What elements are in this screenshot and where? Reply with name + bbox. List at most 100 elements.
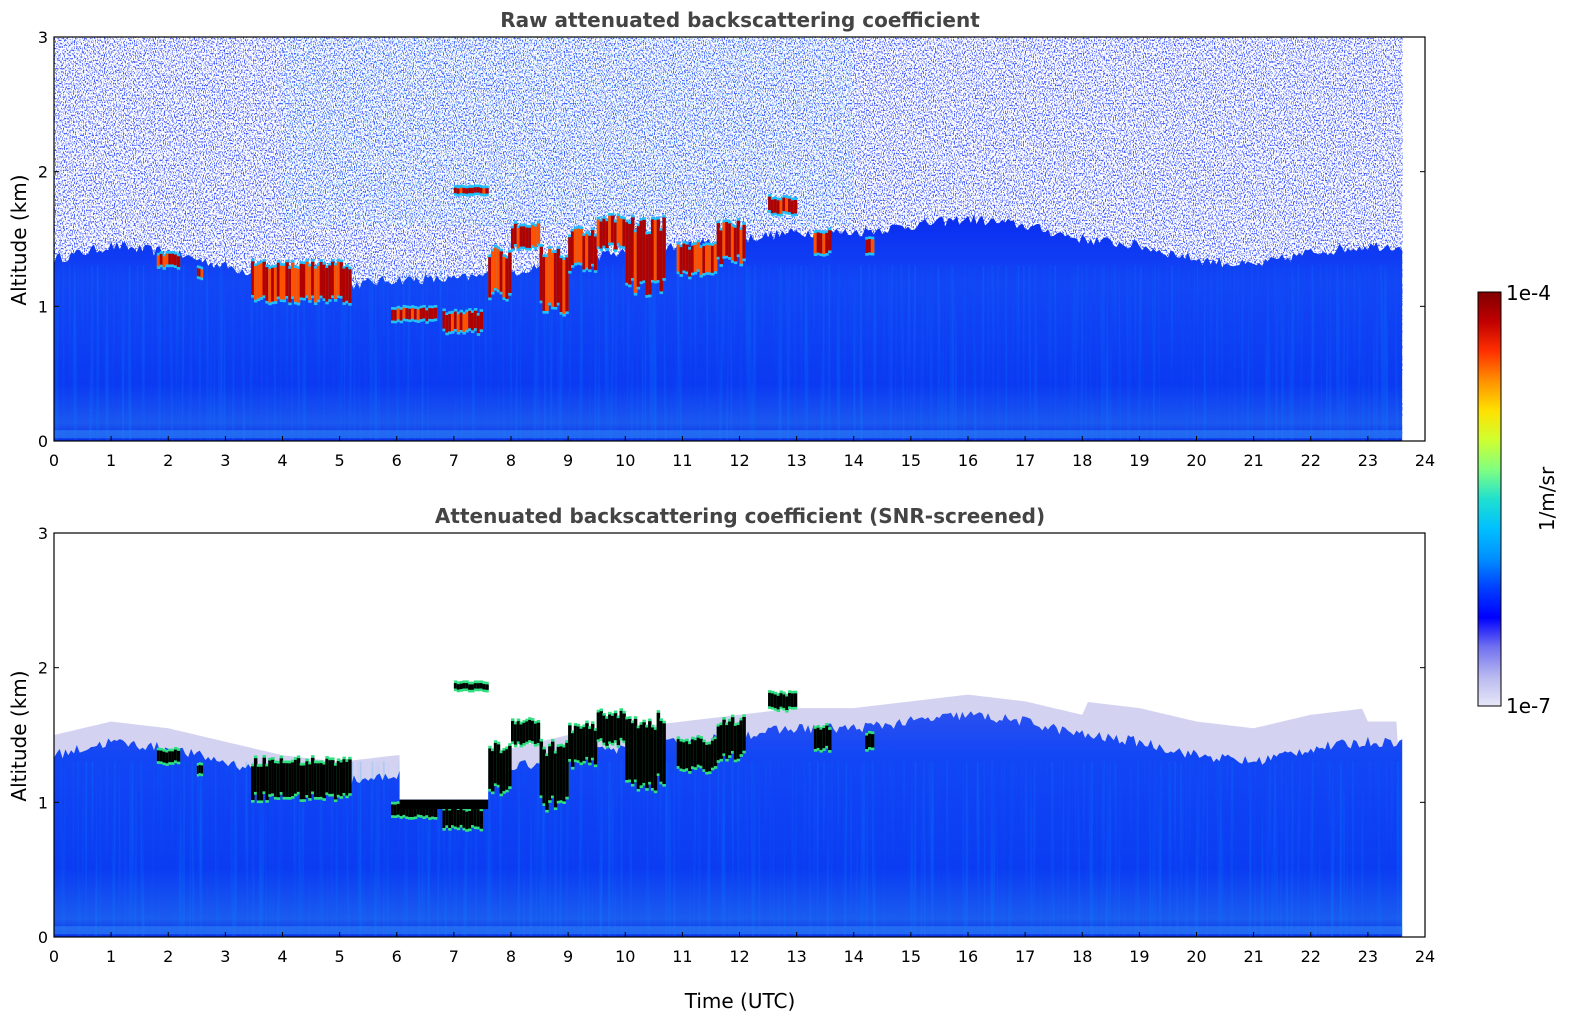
cloud-core bbox=[282, 265, 286, 300]
cloud-core bbox=[502, 750, 506, 792]
cloud-core bbox=[482, 188, 486, 194]
cloud-core bbox=[479, 311, 484, 330]
cloud-core bbox=[650, 727, 655, 789]
cloud-layer bbox=[625, 710, 666, 794]
cloud-core bbox=[613, 222, 618, 250]
cloud-core bbox=[556, 746, 561, 801]
cloud-core bbox=[719, 725, 723, 759]
cloud-core bbox=[339, 262, 344, 296]
x-tick-label: 7 bbox=[449, 451, 459, 470]
cloud-layer bbox=[865, 730, 875, 752]
cloud-core bbox=[585, 233, 589, 268]
cloud-core bbox=[331, 760, 335, 794]
cloud-core bbox=[590, 724, 595, 758]
cloud-core bbox=[442, 810, 446, 828]
cloud-core bbox=[473, 187, 478, 193]
y-axis-ticks: 0 1 2 3 bbox=[38, 28, 1425, 451]
cloud-core bbox=[568, 725, 572, 760]
cloud-core bbox=[391, 309, 395, 321]
x-tick-label: 12 bbox=[729, 947, 749, 966]
cloud-core bbox=[168, 751, 172, 763]
cloud-core bbox=[291, 262, 295, 297]
x-tick-label: 22 bbox=[1301, 947, 1321, 966]
cloud-core bbox=[573, 229, 578, 263]
cloud-layer bbox=[716, 218, 746, 267]
cloud-core bbox=[251, 261, 255, 295]
cloud-core bbox=[305, 761, 309, 796]
cloud-core bbox=[742, 717, 746, 751]
y-tick-label: 3 bbox=[38, 524, 48, 543]
x-tick-label: 17 bbox=[1015, 947, 1035, 966]
cloud-layer bbox=[488, 244, 512, 302]
cloud-core bbox=[653, 220, 658, 281]
cloud-core bbox=[259, 263, 264, 298]
cloud-core bbox=[633, 718, 638, 780]
cloud-layer bbox=[676, 239, 718, 280]
cloud-core bbox=[793, 200, 798, 214]
cloud-core bbox=[311, 757, 315, 792]
cloud-core bbox=[708, 744, 712, 772]
cloud-layer bbox=[196, 265, 204, 281]
cloud-core bbox=[496, 249, 501, 290]
cloud-core bbox=[579, 229, 584, 263]
cloud-core bbox=[522, 722, 526, 744]
cloud-layer bbox=[511, 717, 541, 748]
x-tick-label: 6 bbox=[392, 451, 402, 470]
cloud-core bbox=[639, 724, 643, 786]
y-tick-label: 0 bbox=[38, 928, 48, 947]
cloud-core bbox=[813, 728, 818, 750]
cloud-core bbox=[722, 719, 726, 754]
cloud-core bbox=[742, 224, 746, 259]
cloud-core bbox=[485, 188, 489, 194]
cloud-core bbox=[456, 809, 461, 828]
cloud-core bbox=[313, 763, 318, 797]
cloud-core bbox=[685, 741, 689, 769]
cloud-core bbox=[413, 308, 418, 320]
x-tick-label: 13 bbox=[786, 451, 806, 470]
cloud-core bbox=[682, 742, 686, 770]
cloud-core bbox=[533, 226, 538, 247]
cloud-core bbox=[645, 234, 649, 296]
cloud-core bbox=[396, 308, 401, 320]
cloud-core bbox=[333, 265, 338, 300]
cloud-core bbox=[516, 228, 521, 249]
x-tick-label: 8 bbox=[506, 451, 516, 470]
cloud-core bbox=[265, 766, 269, 801]
cloud-core bbox=[425, 804, 429, 816]
cloud-core bbox=[793, 693, 798, 707]
cloud-core bbox=[459, 312, 464, 330]
cloud-core bbox=[471, 187, 475, 194]
cloud-core bbox=[688, 744, 692, 772]
cloud-core bbox=[822, 233, 826, 254]
cloud-core bbox=[491, 251, 495, 292]
cloud-core bbox=[768, 196, 772, 211]
cloud-core bbox=[530, 720, 535, 742]
cloud-core bbox=[705, 245, 709, 273]
cloud-core bbox=[288, 268, 292, 303]
x-tick-label: 11 bbox=[672, 947, 692, 966]
cloud-core bbox=[825, 232, 829, 254]
cloud-core bbox=[476, 187, 481, 193]
cloud-core bbox=[653, 729, 658, 791]
cloud-core bbox=[316, 763, 321, 798]
cloud-core bbox=[585, 723, 589, 757]
cloud-core bbox=[828, 729, 832, 751]
cloud-core bbox=[825, 725, 829, 746]
cloud-core bbox=[525, 227, 529, 248]
cloud-core bbox=[302, 765, 306, 800]
cloud-core bbox=[522, 226, 526, 247]
cloud-core bbox=[570, 733, 575, 767]
cloud-core bbox=[293, 268, 298, 302]
cloud-core bbox=[348, 759, 352, 794]
cloud-core bbox=[530, 225, 535, 246]
cloud-core bbox=[688, 249, 692, 277]
cloud-core bbox=[696, 737, 701, 765]
cloud-core bbox=[868, 239, 872, 253]
x-tick-label: 4 bbox=[277, 451, 287, 470]
cloud-core bbox=[785, 696, 789, 710]
cloud-core bbox=[316, 265, 321, 300]
cloud-core bbox=[616, 216, 621, 243]
x-tick-label: 20 bbox=[1186, 451, 1206, 470]
cloud-core bbox=[788, 198, 792, 213]
cloud-core bbox=[465, 312, 469, 330]
